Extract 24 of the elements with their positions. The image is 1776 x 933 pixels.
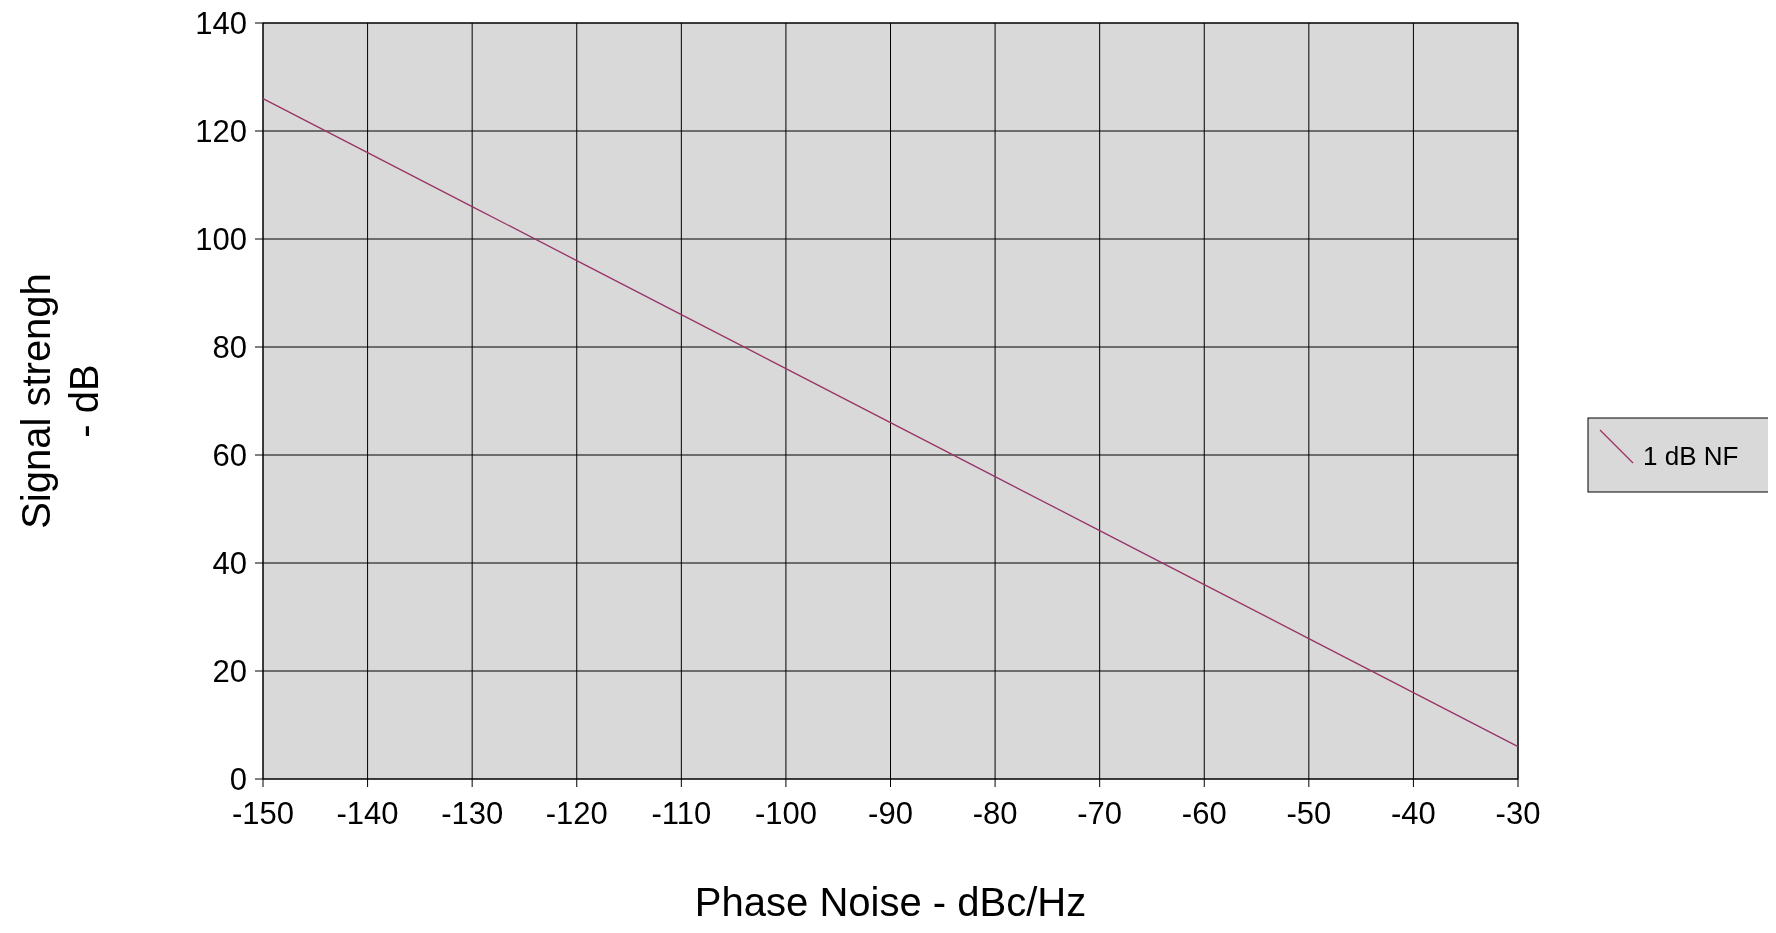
x-tick-label: -30 (1495, 796, 1541, 831)
x-tick-label: -40 (1391, 796, 1436, 831)
y-tick-label: 140 (195, 6, 247, 41)
y-tick-label: 40 (212, 546, 247, 581)
x-tick-label: -150 (231, 796, 295, 831)
y-axis-title: Signal strengh - dB (14, 273, 106, 529)
x-tick-label: -120 (545, 796, 608, 831)
x-tick-label: -130 (441, 796, 504, 831)
x-tick-label: -60 (1181, 796, 1227, 831)
y-tick-label: 60 (212, 438, 247, 473)
x-tick-label: -90 (868, 796, 913, 831)
x-tick-label: -50 (1286, 796, 1332, 831)
y-tick-label: 20 (212, 654, 247, 689)
y-tick-label: 0 (229, 762, 247, 797)
y-tick-label: 100 (195, 222, 247, 257)
y-tick-label: 80 (212, 330, 247, 365)
y-tick-label: 120 (195, 114, 247, 149)
x-tick-label: -70 (1077, 796, 1123, 831)
x-tick-label: -100 (754, 796, 817, 831)
legend-label: 1 dB NF (1643, 441, 1739, 471)
x-tick-label: -80 (972, 796, 1018, 831)
x-axis-title: Phase Noise - dBc/Hz (694, 880, 1087, 924)
x-tick-label: -110 (651, 796, 712, 831)
x-tick-label: -140 (336, 796, 399, 831)
